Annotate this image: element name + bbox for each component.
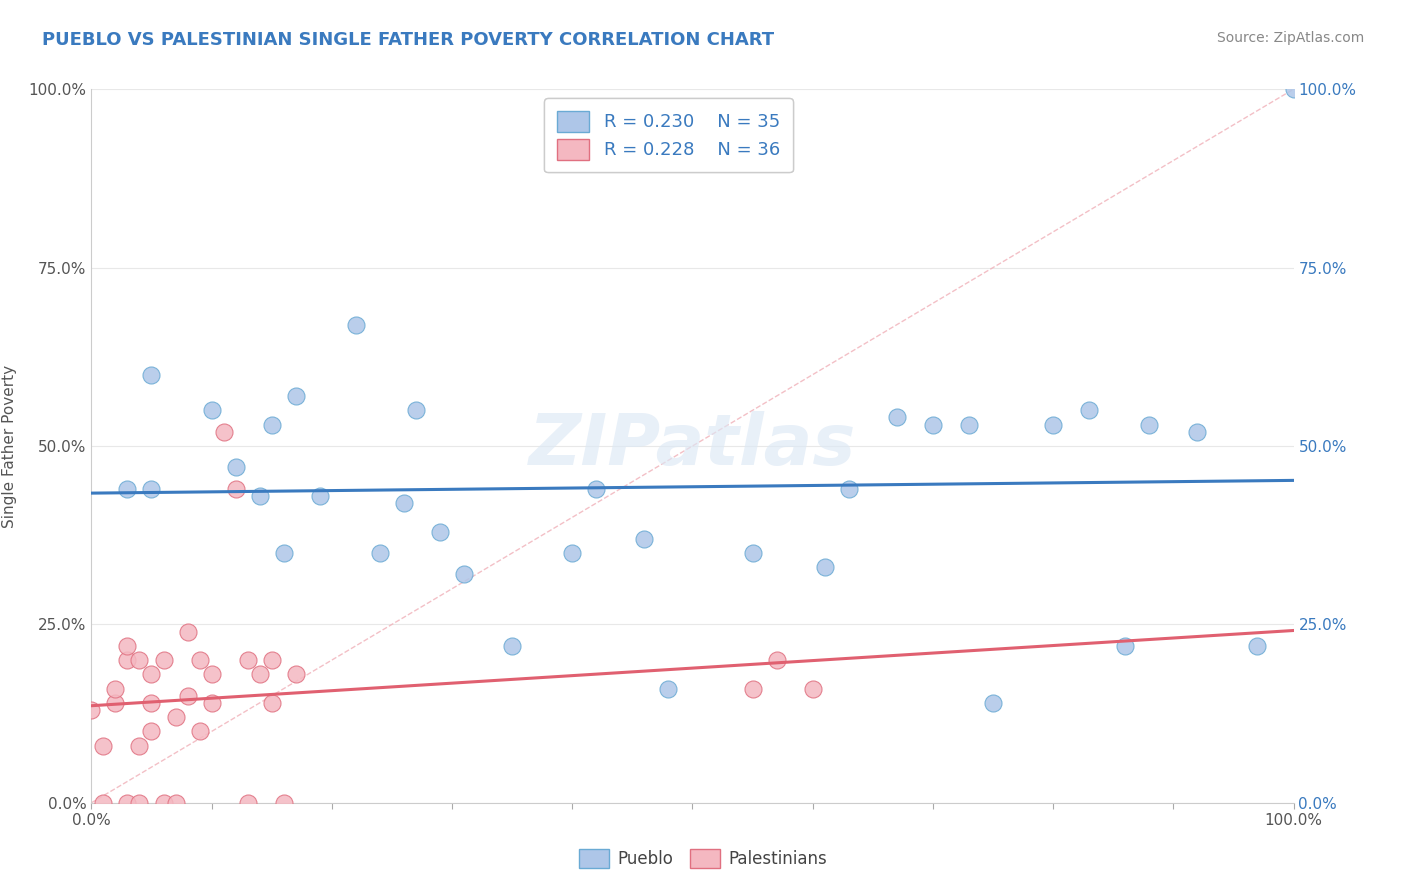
Point: [93, 796, 115, 810]
Point: [165, 710, 187, 724]
Text: PUEBLO VS PALESTINIAN SINGLE FATHER POVERTY CORRELATION CHART: PUEBLO VS PALESTINIAN SINGLE FATHER POVE…: [42, 31, 775, 49]
Point: [585, 482, 607, 496]
Point: [188, 653, 211, 667]
Point: [1137, 417, 1160, 432]
Point: [392, 496, 415, 510]
Point: [128, 653, 150, 667]
Point: [236, 653, 259, 667]
Point: [957, 417, 980, 432]
Point: [141, 696, 163, 710]
Point: [1282, 82, 1305, 96]
Point: [141, 724, 163, 739]
Point: [236, 796, 259, 810]
Point: [405, 403, 427, 417]
Point: [501, 639, 523, 653]
Point: [657, 681, 679, 696]
Point: [814, 560, 837, 574]
Point: [165, 796, 187, 810]
Point: [152, 796, 174, 810]
Point: [273, 546, 295, 560]
Point: [429, 524, 451, 539]
Point: [260, 696, 283, 710]
Point: [273, 796, 295, 810]
Y-axis label: Single Father Poverty: Single Father Poverty: [3, 365, 17, 527]
Point: [128, 739, 150, 753]
Point: [117, 796, 139, 810]
Point: [128, 796, 150, 810]
Text: Source: ZipAtlas.com: Source: ZipAtlas.com: [1216, 31, 1364, 45]
Point: [561, 546, 583, 560]
Point: [212, 425, 235, 439]
Point: [117, 482, 139, 496]
Point: [152, 653, 174, 667]
Point: [368, 546, 391, 560]
Point: [176, 689, 198, 703]
Point: [308, 489, 330, 503]
Point: [117, 653, 139, 667]
Point: [633, 532, 655, 546]
Point: [249, 489, 271, 503]
Point: [1114, 639, 1136, 653]
Point: [1246, 639, 1268, 653]
Point: [141, 667, 163, 681]
Point: [922, 417, 945, 432]
Point: [200, 696, 222, 710]
Point: [981, 696, 1004, 710]
Point: [801, 681, 824, 696]
Point: [200, 403, 222, 417]
Point: [104, 681, 127, 696]
Point: [765, 653, 787, 667]
Point: [104, 696, 127, 710]
Point: [1187, 425, 1209, 439]
Point: [141, 368, 163, 382]
Point: [176, 624, 198, 639]
Point: [225, 460, 247, 475]
Point: [741, 546, 763, 560]
Point: [249, 667, 271, 681]
Point: [260, 417, 283, 432]
Point: [117, 639, 139, 653]
Point: [344, 318, 367, 332]
Point: [741, 681, 763, 696]
Point: [453, 567, 475, 582]
Text: ZIPatlas: ZIPatlas: [529, 411, 856, 481]
Point: [225, 482, 247, 496]
Point: [141, 482, 163, 496]
Legend: R = 0.230    N = 35, R = 0.228    N = 36: R = 0.230 N = 35, R = 0.228 N = 36: [544, 98, 793, 172]
Legend: Pueblo, Palestinians: Pueblo, Palestinians: [572, 843, 834, 875]
Point: [1042, 417, 1064, 432]
Point: [284, 389, 307, 403]
Point: [80, 703, 103, 717]
Point: [93, 739, 115, 753]
Point: [260, 653, 283, 667]
Point: [284, 667, 307, 681]
Point: [886, 410, 908, 425]
Point: [200, 667, 222, 681]
Point: [188, 724, 211, 739]
Point: [838, 482, 860, 496]
Point: [1078, 403, 1101, 417]
